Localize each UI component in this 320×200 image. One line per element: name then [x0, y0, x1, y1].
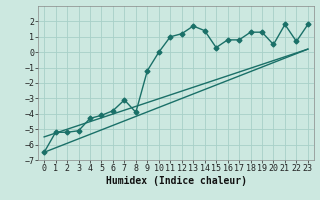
X-axis label: Humidex (Indice chaleur): Humidex (Indice chaleur) [106, 176, 246, 186]
